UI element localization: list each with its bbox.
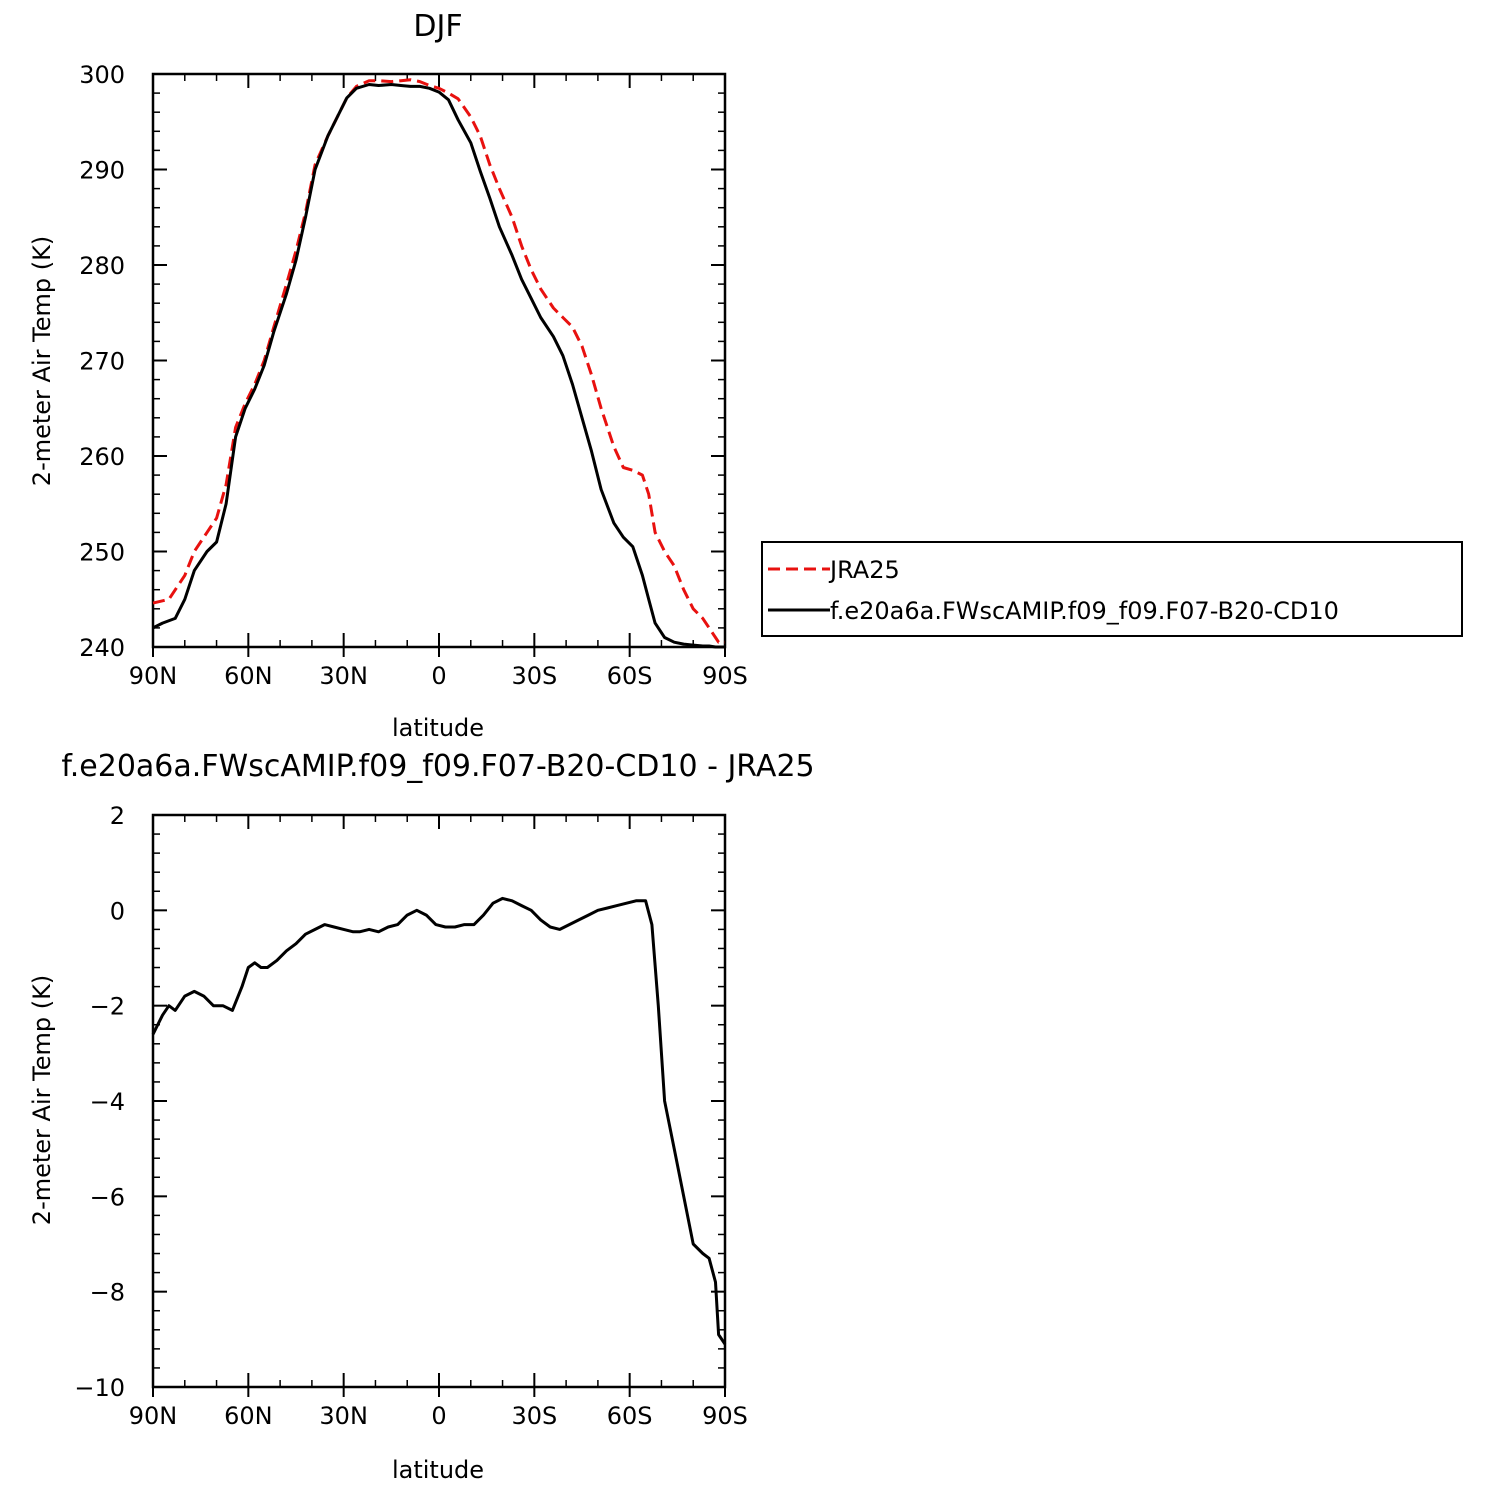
series-line-0 xyxy=(152,78,725,644)
y-tick-label: 250 xyxy=(79,539,125,567)
y-tick-label: 270 xyxy=(79,348,125,376)
y-tick-label: −2 xyxy=(90,993,125,1021)
x-tick-label: 90N xyxy=(129,662,178,690)
y-axis-label-bottom: 2-meter Air Temp (K) xyxy=(28,975,56,1225)
y-tick-label: 2 xyxy=(110,802,125,830)
temperature-chart: DJF 90N 60N 30N 0 30S 60S 90S 240 250 260 270 280 29… xyxy=(28,9,748,742)
y-axis-label: 2-meter Air Temp (K) xyxy=(28,236,56,486)
series-line-0 xyxy=(151,896,727,1345)
legend: JRA25 f.e20a6a.FWscAMIP.f09_f09.F07-B20-… xyxy=(761,541,1463,637)
series-line-1 xyxy=(152,83,725,649)
y-tick-label: −8 xyxy=(90,1279,125,1307)
y-tick-label: −6 xyxy=(90,1183,125,1211)
temperature-plot-area: 90N 60N 30N 0 30S 60S 90S 240 250 260 270 280 290 300 xyxy=(79,61,748,690)
y-tick-label: 240 xyxy=(79,634,125,662)
x-tick-label: 60N xyxy=(224,1402,273,1430)
difference-chart-title: f.e20a6a.FWscAMIP.f09_f09.F07-B20-CD10 -… xyxy=(61,749,814,784)
x-tick-label: 60S xyxy=(607,662,653,690)
x-tick-label: 90S xyxy=(702,662,748,690)
x-axis-label-bottom: latitude xyxy=(392,1456,484,1484)
x-tick-label: 0 xyxy=(431,1402,446,1430)
y-tick-label: 280 xyxy=(79,252,125,280)
y-tick-label: 300 xyxy=(79,61,125,89)
plot-frame xyxy=(151,72,727,649)
y-tick-label: −4 xyxy=(90,1088,125,1116)
x-axis-label: latitude xyxy=(392,714,484,742)
x-tick-label: 30S xyxy=(511,1402,557,1430)
legend-box xyxy=(761,541,1463,637)
x-tick-label: 60N xyxy=(224,662,273,690)
x-tick-label: 30N xyxy=(319,1402,368,1430)
x-tick-label: 60S xyxy=(607,1402,653,1430)
chart-title: DJF xyxy=(413,9,462,44)
x-tick-label: 30N xyxy=(319,662,368,690)
x-tick-label: 0 xyxy=(431,662,446,690)
legend-label-model: f.e20a6a.FWscAMIP.f09_f09.F07-B20-CD10 xyxy=(830,597,1339,625)
y-tick-label: −10 xyxy=(74,1374,125,1402)
legend-label-jra25: JRA25 xyxy=(828,556,900,584)
x-tick-label: 30S xyxy=(511,662,557,690)
difference-chart: f.e20a6a.FWscAMIP.f09_f09.F07-B20-CD10 -… xyxy=(28,749,815,1484)
x-tick-label: 90N xyxy=(129,1402,178,1430)
x-tick-label: 90S xyxy=(702,1402,748,1430)
y-tick-label: 260 xyxy=(79,443,125,471)
difference-plot-area: 90N 60N 30N 0 30S 60S 90S −10 −8 −6 −4 −2 0 2 xyxy=(74,802,748,1430)
y-tick-label: 0 xyxy=(110,897,125,925)
y-tick-label: 290 xyxy=(79,157,125,185)
